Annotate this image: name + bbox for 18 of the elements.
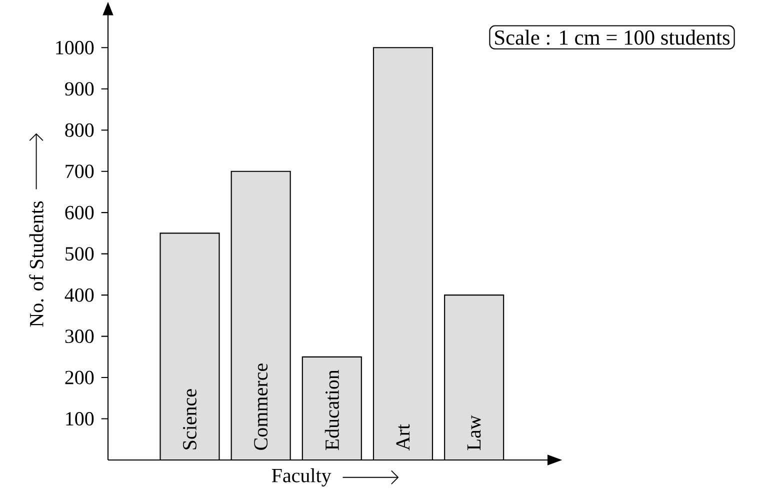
x-tick-label: Commerce bbox=[254, 364, 268, 450]
y-tick-label: 600 bbox=[65, 206, 94, 220]
y-tick-label: 900 bbox=[65, 82, 94, 96]
x-axis-title: Faculty bbox=[272, 468, 332, 486]
y-tick-label: 1000 bbox=[56, 40, 94, 54]
x-tick-label: Science bbox=[183, 389, 196, 450]
x-tick-label: Law bbox=[467, 415, 481, 450]
y-tick-label: 200 bbox=[65, 370, 94, 384]
y-tick-label: 400 bbox=[64, 288, 94, 302]
y-tick-label: 300 bbox=[65, 330, 94, 344]
y-tick-label: 700 bbox=[66, 164, 94, 178]
y-axis-title: No. of Students bbox=[29, 201, 44, 327]
x-tick-label: Art bbox=[396, 424, 410, 450]
y-tick-label: 800 bbox=[65, 123, 94, 137]
y-tick-label: 100 bbox=[66, 412, 94, 426]
y-tick-label: 500 bbox=[66, 247, 94, 261]
x-tick-label: Education bbox=[324, 370, 339, 450]
annotation: Scale : 1 cm = 100 students bbox=[495, 30, 730, 45]
